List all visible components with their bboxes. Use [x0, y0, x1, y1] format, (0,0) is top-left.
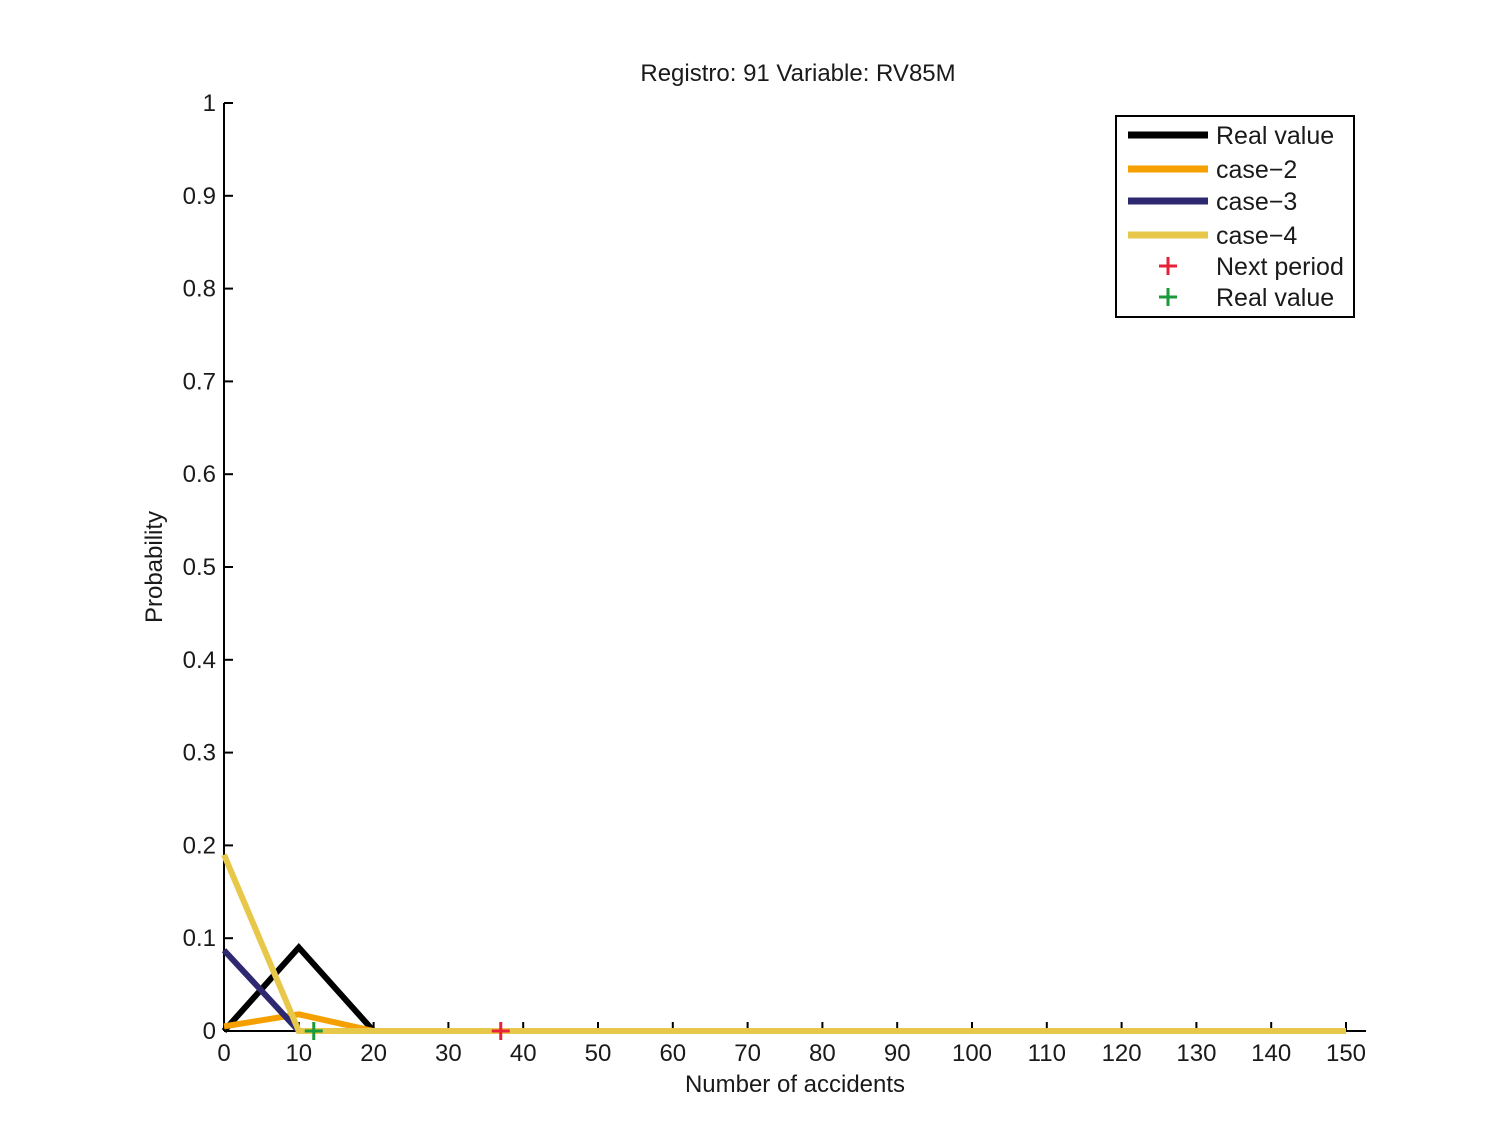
- x-tick-label: 150: [1326, 1040, 1366, 1067]
- y-tick-label: 0.2: [183, 832, 216, 859]
- marker-layer: [304, 1022, 510, 1040]
- x-tick-label: 100: [952, 1040, 992, 1067]
- x-tick-label: 50: [585, 1040, 612, 1067]
- legend-label-5: Next period: [1216, 253, 1344, 281]
- x-tick-label: 120: [1102, 1040, 1142, 1067]
- marker-point-2: [304, 1022, 323, 1040]
- legend: Real value case−2 case−3 case−4 Next period R…: [1115, 115, 1355, 318]
- x-tick-label: 110: [1028, 1040, 1066, 1067]
- legend-label-6: Real value: [1216, 284, 1334, 312]
- x-axis-label: Number of accidents: [685, 1071, 905, 1098]
- x-tick-label: 0: [217, 1040, 230, 1067]
- x-tick-label: 80: [809, 1040, 836, 1067]
- x-tick-label: 140: [1251, 1040, 1291, 1067]
- y-tick-label: 0.4: [183, 647, 216, 674]
- y-tick-label: 0.7: [183, 368, 216, 395]
- x-tick-label: 20: [360, 1040, 387, 1067]
- y-tick-label: 0.5: [183, 554, 216, 581]
- series-line-1: [221, 942, 1346, 1034]
- x-tick-label: 90: [884, 1040, 911, 1067]
- y-tick-label: 0.9: [183, 183, 216, 210]
- series-layer: [221, 853, 1346, 1034]
- y-tick-label: 1: [203, 90, 216, 117]
- y-axis-label: Probability: [141, 511, 168, 623]
- axes: 0 10 20 30 40 50 60 70 80 90 100 110 120 130 140 150 0 0.…: [183, 90, 1366, 1067]
- y-tick-label: 0.1: [183, 925, 216, 952]
- chart-title: Registro: 91 Variable: RV85M: [640, 60, 955, 87]
- legend-label-3: case−3: [1216, 188, 1297, 216]
- series-line-3: [221, 948, 1346, 1034]
- legend-marker-6: [1159, 288, 1177, 306]
- legend-marker-5: [1159, 257, 1177, 275]
- x-tick-label: 130: [1176, 1040, 1216, 1067]
- y-tick-label: 0.8: [183, 276, 216, 303]
- marker-point-1: [491, 1022, 510, 1040]
- y-tick-label: 0: [203, 1018, 216, 1045]
- legend-label-1: Real value: [1216, 122, 1334, 150]
- y-tick-label: 0.3: [183, 740, 216, 767]
- legend-box: [1115, 115, 1355, 318]
- x-tick-label: 10: [285, 1040, 312, 1067]
- x-tick-label: 60: [659, 1040, 686, 1067]
- x-tick-label: 40: [510, 1040, 537, 1067]
- y-tick-label: 0.6: [183, 461, 216, 488]
- legend-label-4: case−4: [1216, 222, 1297, 250]
- legend-label-2: case−2: [1216, 156, 1297, 184]
- x-tick-label: 70: [734, 1040, 761, 1067]
- x-tick-label: 30: [435, 1040, 462, 1067]
- series-line-4: [221, 853, 1346, 1034]
